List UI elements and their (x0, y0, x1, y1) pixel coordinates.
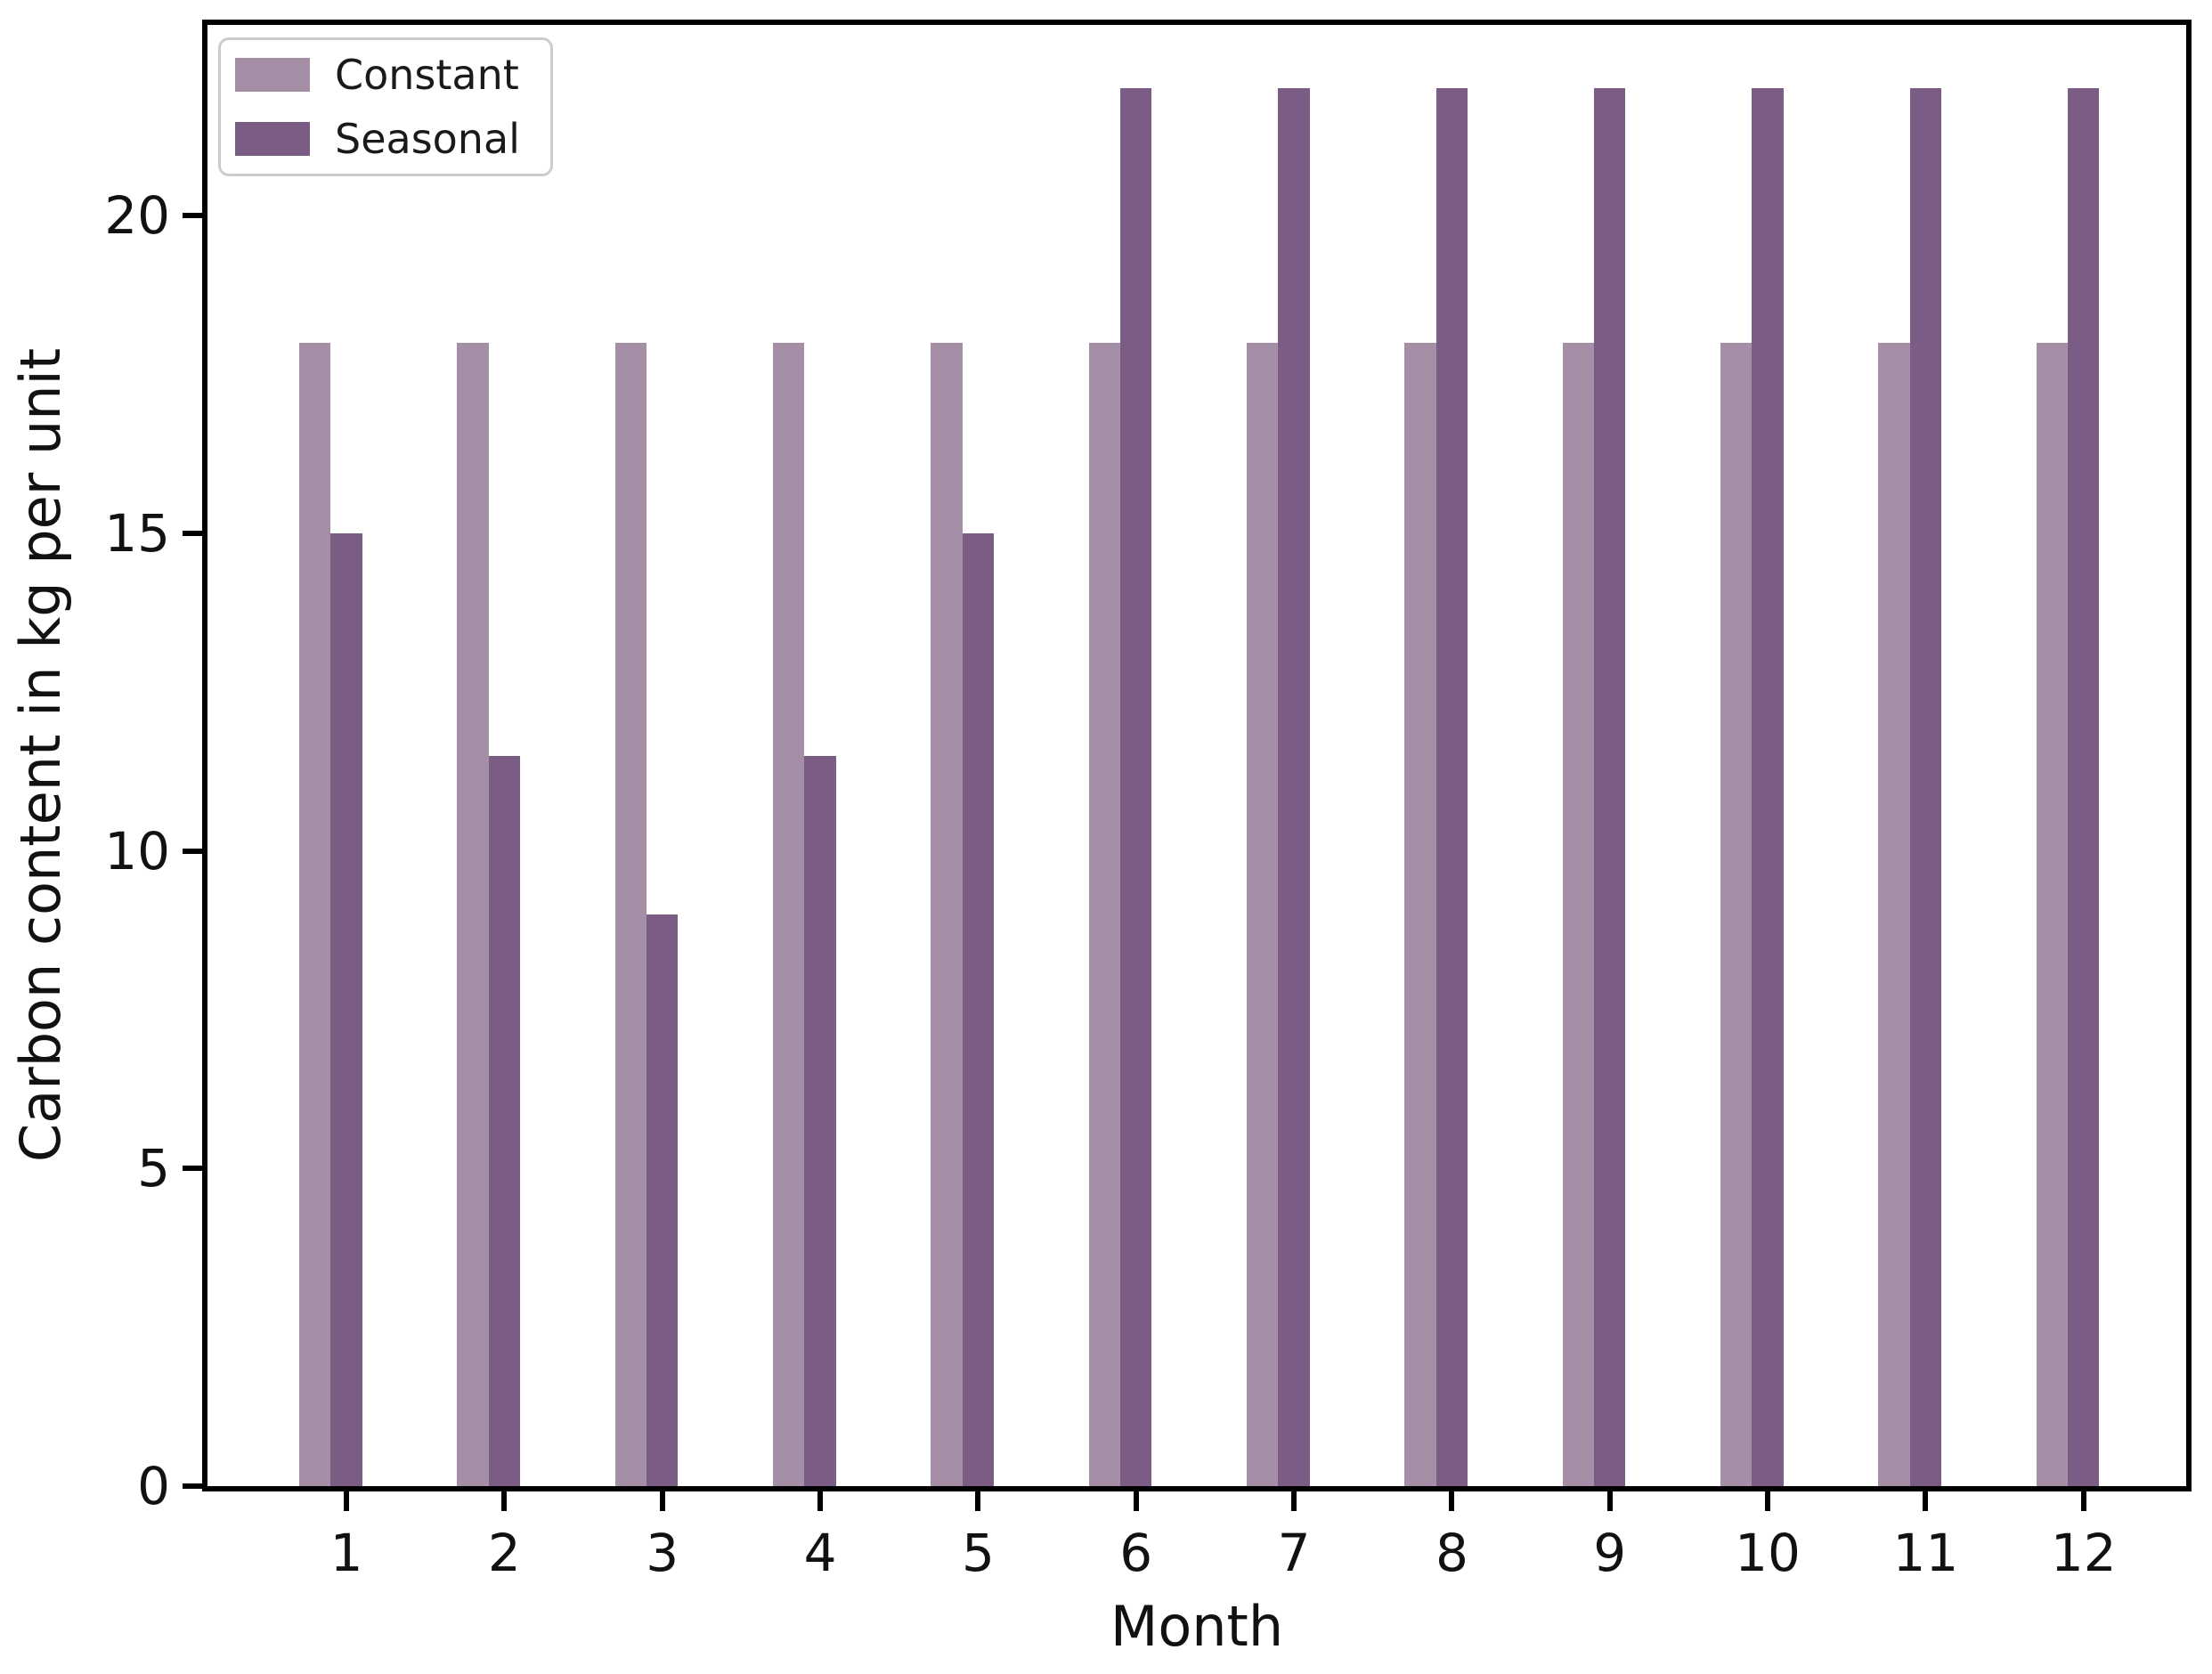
x-tick-label: 1 (329, 1523, 363, 1583)
x-tick-mark (2080, 1491, 2086, 1511)
bar-constant-month-11 (1878, 342, 1910, 1486)
bar-seasonal-month-8 (1435, 88, 1468, 1486)
bar-seasonal-month-2 (488, 755, 521, 1486)
bar-seasonal-month-12 (2067, 88, 2100, 1486)
y-tick-mark (183, 530, 202, 536)
bar-seasonal-month-1 (330, 532, 362, 1486)
y-tick-label: 5 (137, 1138, 170, 1199)
x-axis-title: Month (1110, 1594, 1284, 1659)
bar-constant-month-9 (1562, 342, 1594, 1486)
x-tick-mark (501, 1491, 508, 1511)
x-tick-mark (975, 1491, 981, 1511)
bar-constant-month-6 (1088, 342, 1120, 1486)
bar-seasonal-month-10 (1752, 88, 1784, 1486)
x-tick-mark (1291, 1491, 1297, 1511)
legend-label: Constant (335, 51, 519, 99)
y-tick-mark (183, 1483, 202, 1489)
x-tick-mark (1923, 1491, 1929, 1511)
plot-area: 1 2 3 4 5 6 7 8 9 10 11 12 0 5 10 15 20 Constant Seasona… (104, 20, 2192, 1581)
bar-constant-month-10 (1720, 342, 1753, 1486)
y-tick-mark (183, 848, 202, 854)
legend-swatch-seasonal (235, 122, 310, 156)
x-tick-mark (659, 1491, 665, 1511)
bar-seasonal-month-11 (1909, 88, 1942, 1486)
x-tick-label: 3 (646, 1523, 679, 1583)
bar-seasonal-month-9 (1593, 88, 1626, 1486)
bar-constant-month-4 (772, 342, 805, 1486)
y-tick-label: 20 (104, 185, 170, 247)
y-tick-label: 15 (104, 502, 170, 564)
x-tick-mark (1133, 1491, 1139, 1511)
legend-row: Seasonal (235, 118, 520, 159)
x-tick-label: 10 (1735, 1523, 1801, 1583)
y-tick-label: 10 (104, 820, 170, 882)
x-tick-label: 11 (1892, 1523, 1959, 1583)
legend-label: Seasonal (335, 115, 520, 163)
x-tick-label: 12 (2050, 1523, 2117, 1583)
bar-constant-month-3 (614, 342, 647, 1486)
y-tick-mark (183, 1166, 202, 1172)
x-tick-label: 6 (1119, 1523, 1153, 1583)
y-tick-label: 0 (137, 1456, 170, 1516)
x-tick-mark (817, 1491, 824, 1511)
legend: Constant Seasonal (218, 37, 553, 176)
x-tick-label: 2 (487, 1523, 521, 1583)
x-tick-mark (344, 1491, 350, 1511)
x-tick-mark (1449, 1491, 1455, 1511)
bar-constant-month-8 (1404, 342, 1436, 1486)
y-tick-mark (183, 213, 202, 219)
bar-seasonal-month-6 (1119, 88, 1152, 1486)
x-tick-label: 5 (961, 1523, 995, 1583)
x-tick-label: 4 (803, 1523, 837, 1583)
bar-seasonal-month-7 (1278, 88, 1310, 1486)
y-axis-ticks: 0 5 10 15 20 (104, 25, 2186, 1512)
y-axis-title: Carbon content in kg per unit (8, 347, 73, 1163)
x-tick-label: 8 (1435, 1523, 1468, 1583)
bar-seasonal-month-5 (962, 532, 995, 1486)
bar-seasonal-month-4 (804, 755, 836, 1486)
legend-row: Constant (235, 54, 520, 95)
legend-swatch-constant (235, 58, 310, 92)
bar-constant-month-2 (457, 342, 489, 1486)
bar-seasonal-month-3 (646, 914, 679, 1486)
bar-constant-month-12 (2036, 342, 2068, 1486)
bars-layer (207, 25, 2186, 1486)
x-tick-label: 9 (1593, 1523, 1627, 1583)
bar-constant-month-1 (298, 342, 331, 1486)
bar-constant-month-7 (1246, 342, 1279, 1486)
bar-constant-month-5 (931, 342, 963, 1486)
x-axis-ticks: 1 2 3 4 5 6 7 8 9 10 11 12 (207, 25, 2186, 1581)
x-tick-mark (1765, 1491, 1771, 1511)
x-tick-label: 7 (1277, 1523, 1311, 1583)
x-tick-mark (1606, 1491, 1613, 1511)
